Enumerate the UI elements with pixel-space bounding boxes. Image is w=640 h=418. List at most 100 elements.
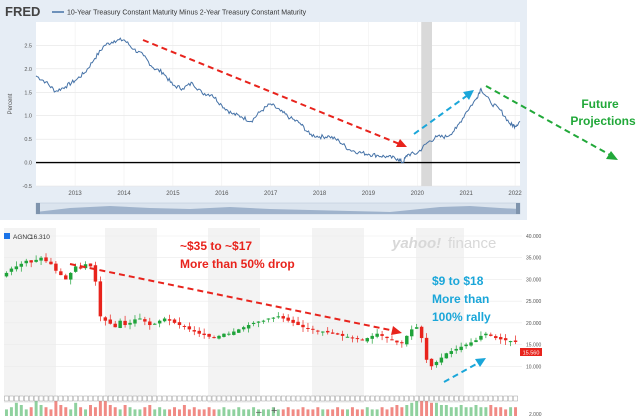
dividend-marker[interactable]	[88, 395, 93, 402]
dividend-marker[interactable]	[458, 395, 464, 402]
dividend-marker[interactable]	[434, 395, 439, 402]
dividend-marker[interactable]	[345, 395, 350, 402]
dividend-marker[interactable]	[19, 395, 24, 402]
dividend-marker[interactable]	[78, 395, 83, 402]
dividend-marker[interactable]	[399, 395, 405, 402]
dividend-marker[interactable]	[310, 395, 316, 402]
dividend-marker[interactable]	[340, 395, 345, 402]
dividend-marker[interactable]	[478, 395, 484, 402]
dividend-marker[interactable]	[389, 395, 395, 402]
dividend-marker[interactable]	[147, 395, 152, 402]
dividend-marker[interactable]	[300, 395, 306, 402]
dividend-marker[interactable]	[157, 395, 162, 402]
zoom-out-button[interactable]: –	[256, 407, 262, 418]
dividend-marker[interactable]	[370, 395, 375, 402]
dividend-marker[interactable]	[4, 395, 9, 402]
dividend-marker[interactable]	[374, 395, 380, 402]
fred-navigator-handle-left[interactable]	[36, 203, 40, 214]
dividend-marker[interactable]	[513, 395, 518, 402]
dividend-marker[interactable]	[167, 395, 172, 402]
dividend-marker[interactable]	[468, 395, 474, 402]
dividend-marker[interactable]	[48, 395, 54, 402]
dividend-marker[interactable]	[132, 395, 138, 402]
dividend-marker[interactable]	[350, 395, 355, 402]
dividend-marker[interactable]	[493, 395, 498, 402]
dividend-marker[interactable]	[241, 395, 246, 402]
dividend-marker[interactable]	[251, 395, 256, 402]
dividend-marker[interactable]	[83, 395, 88, 402]
dividend-marker[interactable]	[58, 395, 64, 402]
dividend-marker[interactable]	[394, 395, 400, 402]
dividend-marker[interactable]	[117, 395, 123, 402]
dividend-marker[interactable]	[197, 395, 202, 402]
dividend-marker[interactable]	[281, 395, 286, 402]
dividend-marker[interactable]	[335, 395, 340, 402]
dividend-marker[interactable]	[276, 395, 281, 402]
fred-series-title[interactable]: 10-Year Treasury Constant Maturity Minus…	[67, 10, 307, 17]
dividend-marker[interactable]	[172, 395, 177, 402]
ticker-symbol[interactable]: AGNC	[13, 234, 32, 241]
dividend-marker[interactable]	[201, 395, 207, 402]
dividend-marker[interactable]	[483, 395, 489, 402]
dividend-marker[interactable]	[177, 395, 182, 402]
dividend-marker[interactable]	[192, 395, 197, 402]
dividend-marker[interactable]	[73, 395, 78, 402]
dividend-marker[interactable]	[266, 395, 271, 402]
dividend-marker[interactable]	[98, 395, 103, 402]
dividend-marker[interactable]	[187, 395, 192, 402]
dividend-marker[interactable]	[28, 395, 34, 402]
dividend-marker[interactable]	[503, 395, 508, 402]
dividend-marker[interactable]	[454, 395, 459, 402]
dividend-marker[interactable]	[14, 395, 19, 402]
dividend-marker[interactable]	[498, 395, 503, 402]
dividend-marker[interactable]	[211, 395, 217, 402]
dividend-marker[interactable]	[355, 395, 360, 402]
dividend-marker[interactable]	[439, 395, 444, 402]
dividend-marker[interactable]	[365, 395, 370, 402]
dividend-marker[interactable]	[449, 395, 454, 402]
dividend-marker[interactable]	[463, 395, 469, 402]
dividend-marker[interactable]	[404, 395, 409, 402]
dividend-marker[interactable]	[226, 395, 232, 402]
dividend-marker[interactable]	[127, 395, 133, 402]
dividend-marker[interactable]	[429, 395, 434, 402]
dividend-marker[interactable]	[182, 395, 187, 402]
dividend-marker[interactable]	[24, 395, 29, 402]
dividend-marker[interactable]	[122, 395, 128, 402]
dividend-marker[interactable]	[409, 395, 414, 402]
dividend-marker[interactable]	[419, 395, 424, 402]
dividend-marker[interactable]	[473, 395, 479, 402]
fred-logo[interactable]: FRED	[5, 4, 40, 19]
dividend-marker[interactable]	[295, 395, 301, 402]
dividend-marker[interactable]	[152, 395, 157, 402]
dividend-marker[interactable]	[53, 395, 59, 402]
dividend-marker[interactable]	[43, 395, 49, 402]
dividend-marker[interactable]	[162, 395, 167, 402]
dividend-marker[interactable]	[325, 395, 330, 402]
dividend-marker[interactable]	[246, 395, 251, 402]
dividend-marker[interactable]	[285, 395, 291, 402]
fred-navigator-handle-right[interactable]	[516, 203, 520, 214]
dividend-marker[interactable]	[360, 395, 365, 402]
dividend-marker[interactable]	[33, 395, 39, 402]
dividend-marker[interactable]	[271, 395, 276, 402]
dividend-marker[interactable]	[206, 395, 212, 402]
dividend-marker[interactable]	[424, 395, 429, 402]
dividend-marker[interactable]	[68, 395, 73, 402]
dividend-marker[interactable]	[142, 395, 148, 402]
dividend-marker[interactable]	[9, 395, 14, 402]
dividend-marker[interactable]	[290, 395, 296, 402]
dividend-marker[interactable]	[38, 395, 44, 402]
dividend-marker[interactable]	[261, 395, 266, 402]
dividend-marker[interactable]	[508, 395, 513, 402]
dividend-marker[interactable]	[305, 395, 311, 402]
dividend-marker[interactable]	[330, 395, 335, 402]
dividend-marker[interactable]	[103, 395, 108, 402]
dividend-marker[interactable]	[236, 395, 241, 402]
dividend-marker[interactable]	[93, 395, 98, 402]
dividend-marker[interactable]	[315, 395, 321, 402]
dividend-marker[interactable]	[231, 395, 237, 402]
dividend-marker[interactable]	[384, 395, 390, 402]
dividend-marker[interactable]	[63, 395, 68, 402]
dividend-marker[interactable]	[444, 395, 449, 402]
